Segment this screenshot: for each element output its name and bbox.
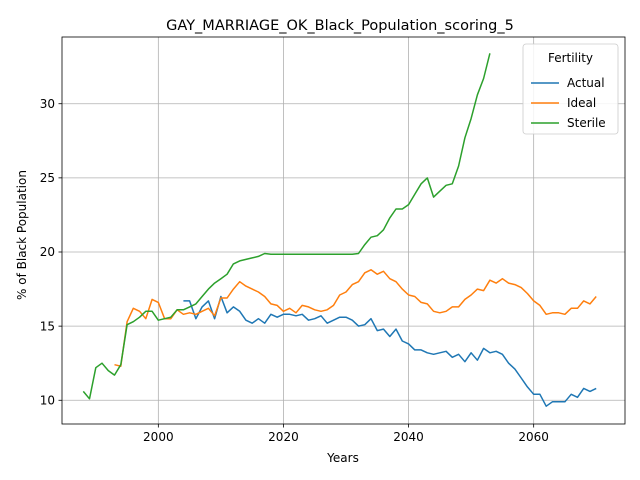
x-tick-label: 2040: [393, 430, 424, 444]
y-tick-label: 30: [40, 97, 55, 111]
series-line-actual: [183, 295, 597, 407]
x-axis-ticks: 2000 2020 2040 2060: [143, 424, 549, 444]
y-tick-label: 25: [40, 171, 55, 185]
series-line-ideal: [114, 269, 597, 367]
x-tick-label: 2060: [518, 430, 549, 444]
legend-box: [522, 43, 619, 135]
y-axis-label: % of Black Population: [15, 170, 29, 300]
x-axis-label: Years: [326, 451, 359, 465]
y-tick-label: 10: [40, 393, 55, 407]
y-axis-ticks: 10 15 20 25 30: [40, 97, 62, 407]
y-tick-label: 15: [40, 319, 55, 333]
y-tick-label: 20: [40, 245, 55, 259]
x-tick-label: 2020: [268, 430, 299, 444]
legend-label-actual: Actual: [567, 76, 605, 90]
legend-label-ideal: Ideal: [567, 96, 596, 110]
series-layer: [82, 53, 597, 407]
legend-label-sterile: Sterile: [567, 116, 606, 130]
series-line-sterile: [82, 53, 491, 400]
chart-title: GAY_MARRIAGE_OK_Black_Population_scoring…: [166, 18, 514, 34]
plot-area-frame: [61, 36, 626, 425]
legend: Fertility Actual Ideal Sterile: [522, 43, 619, 135]
x-tick-label: 2000: [143, 430, 174, 444]
legend-title: Fertility: [548, 51, 593, 65]
